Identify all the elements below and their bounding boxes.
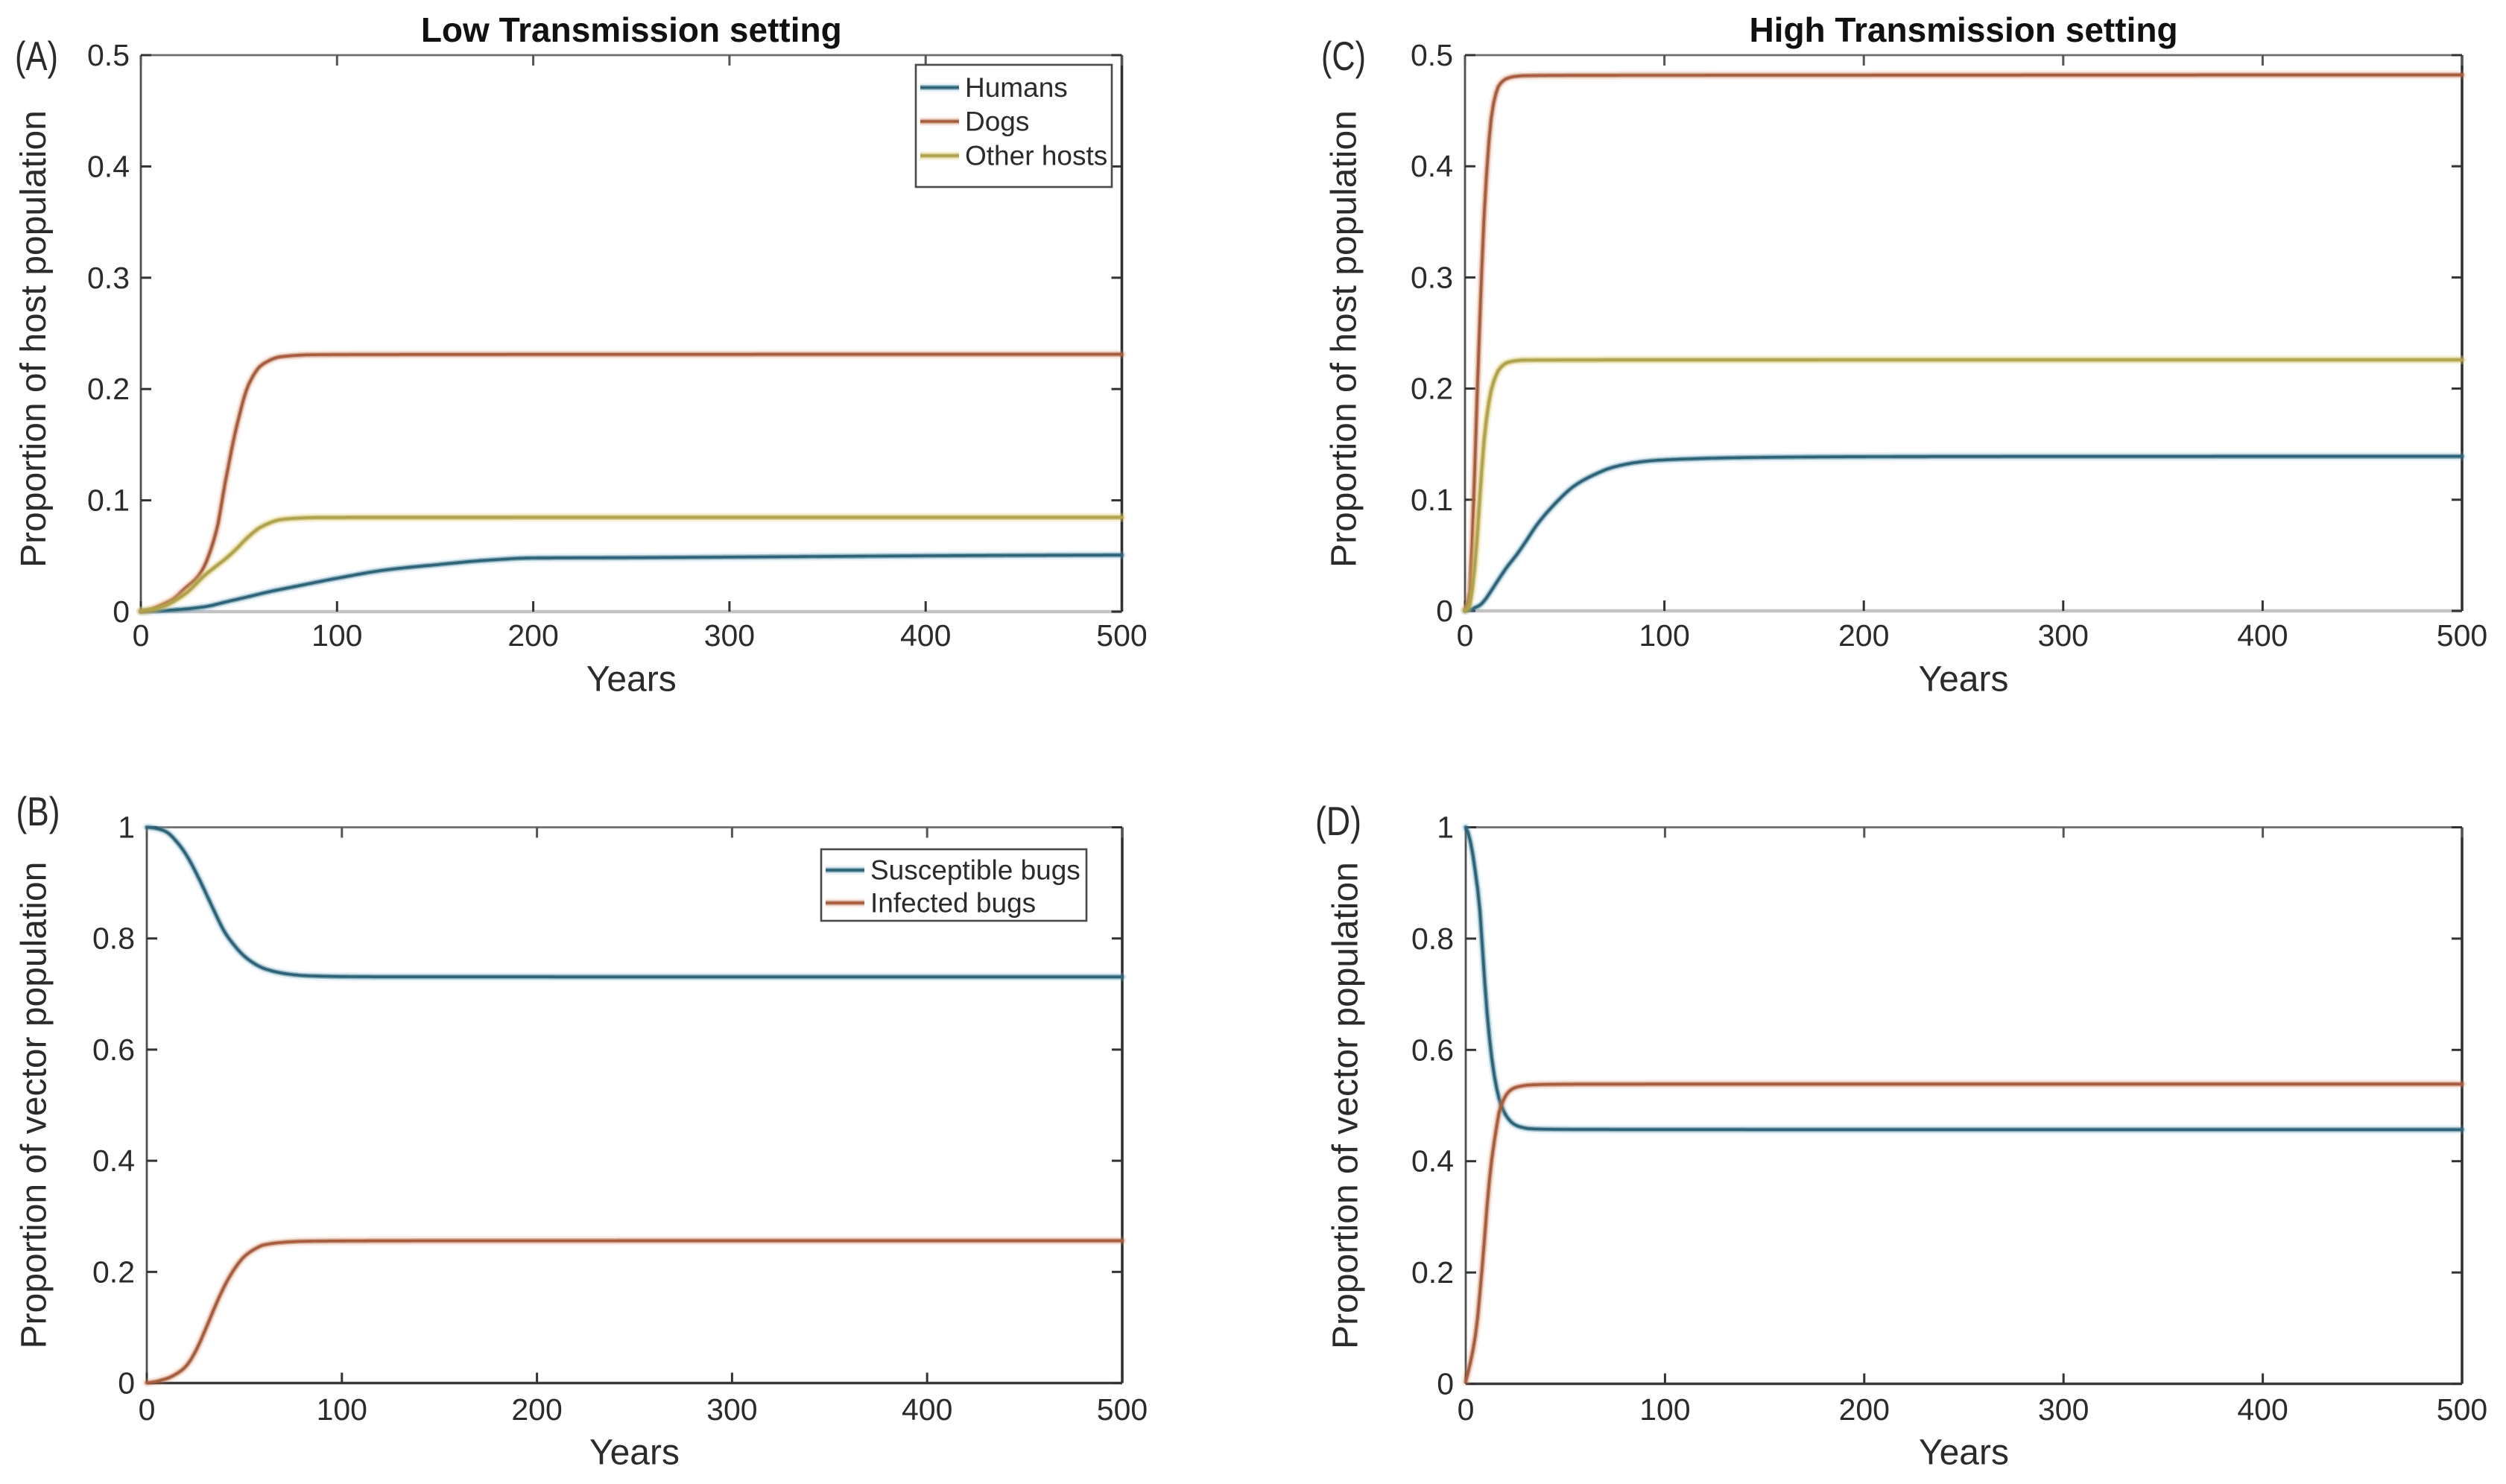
svg-text:400: 400 [900, 618, 951, 653]
svg-text:100: 100 [311, 618, 362, 653]
svg-text:Dogs: Dogs [965, 107, 1029, 137]
svg-text:Proportion of host population: Proportion of host population [14, 110, 54, 568]
svg-text:Proportion of host population: Proportion of host population [1325, 110, 1364, 568]
svg-text:0: 0 [1437, 1367, 1454, 1401]
svg-text:0.6: 0.6 [92, 1033, 135, 1067]
svg-text:400: 400 [2237, 1392, 2288, 1427]
svg-text:300: 300 [704, 618, 755, 653]
svg-text:Susceptible bugs: Susceptible bugs [870, 855, 1080, 886]
svg-text:Years: Years [589, 1433, 680, 1473]
svg-text:100: 100 [1639, 618, 1689, 653]
svg-text:0.3: 0.3 [1411, 260, 1453, 294]
svg-text:0.4: 0.4 [1411, 1144, 1454, 1179]
svg-text:200: 200 [1839, 1392, 1890, 1427]
svg-text:1: 1 [118, 811, 135, 845]
svg-text:Other hosts: Other hosts [965, 141, 1107, 171]
svg-text:400: 400 [902, 1392, 952, 1427]
svg-text:0: 0 [1458, 1392, 1475, 1427]
svg-text:Humans: Humans [965, 72, 1068, 103]
svg-text:500: 500 [2437, 618, 2487, 653]
svg-text:100: 100 [317, 1392, 367, 1427]
svg-text:(C): (C) [1321, 33, 1366, 79]
svg-text:0.4: 0.4 [1411, 149, 1453, 183]
svg-text:Years: Years [1919, 660, 2009, 700]
svg-text:0.4: 0.4 [87, 149, 130, 183]
svg-text:0.2: 0.2 [92, 1255, 135, 1289]
svg-text:400: 400 [2237, 618, 2288, 653]
svg-text:Proportion of vector populatio: Proportion of vector population [15, 862, 54, 1349]
svg-text:Low Transmission setting: Low Transmission setting [421, 10, 842, 49]
svg-text:0.2: 0.2 [87, 372, 130, 406]
svg-text:0: 0 [113, 594, 130, 629]
svg-text:0.2: 0.2 [1411, 1255, 1454, 1290]
svg-text:200: 200 [507, 618, 558, 653]
svg-text:0.4: 0.4 [92, 1144, 135, 1178]
svg-text:0.5: 0.5 [1411, 38, 1453, 72]
svg-text:0.8: 0.8 [1411, 922, 1454, 956]
svg-text:0.3: 0.3 [87, 261, 130, 295]
svg-text:0: 0 [118, 1366, 135, 1401]
svg-text:300: 300 [2038, 1392, 2089, 1427]
svg-text:0: 0 [1436, 594, 1453, 628]
svg-text:0.6: 0.6 [1411, 1033, 1454, 1067]
svg-text:200: 200 [511, 1392, 562, 1427]
svg-text:1: 1 [1437, 811, 1454, 845]
svg-text:0: 0 [133, 618, 150, 653]
svg-text:High Transmission setting: High Transmission setting [1749, 10, 2177, 49]
svg-text:0.8: 0.8 [92, 922, 135, 956]
svg-text:500: 500 [1096, 618, 1147, 653]
svg-text:Proportion of vector populatio: Proportion of vector population [1326, 862, 1366, 1349]
svg-text:0: 0 [139, 1392, 156, 1427]
svg-text:500: 500 [2437, 1392, 2487, 1427]
svg-text:200: 200 [1838, 618, 1889, 653]
svg-text:0.1: 0.1 [1411, 483, 1453, 517]
svg-text:300: 300 [2038, 618, 2089, 653]
svg-text:0.2: 0.2 [1411, 372, 1453, 406]
svg-text:(D): (D) [1315, 798, 1361, 844]
svg-text:300: 300 [706, 1392, 757, 1427]
svg-text:100: 100 [1639, 1392, 1690, 1427]
svg-text:(A): (A) [15, 33, 58, 79]
svg-text:500: 500 [1097, 1392, 1148, 1427]
svg-text:Infected bugs: Infected bugs [870, 888, 1036, 919]
svg-text:0.5: 0.5 [87, 38, 130, 72]
svg-text:0: 0 [1457, 618, 1474, 653]
svg-text:(B): (B) [16, 788, 60, 834]
svg-text:0.1: 0.1 [87, 483, 130, 518]
svg-text:Years: Years [1919, 1433, 2009, 1473]
svg-text:Years: Years [586, 660, 677, 700]
